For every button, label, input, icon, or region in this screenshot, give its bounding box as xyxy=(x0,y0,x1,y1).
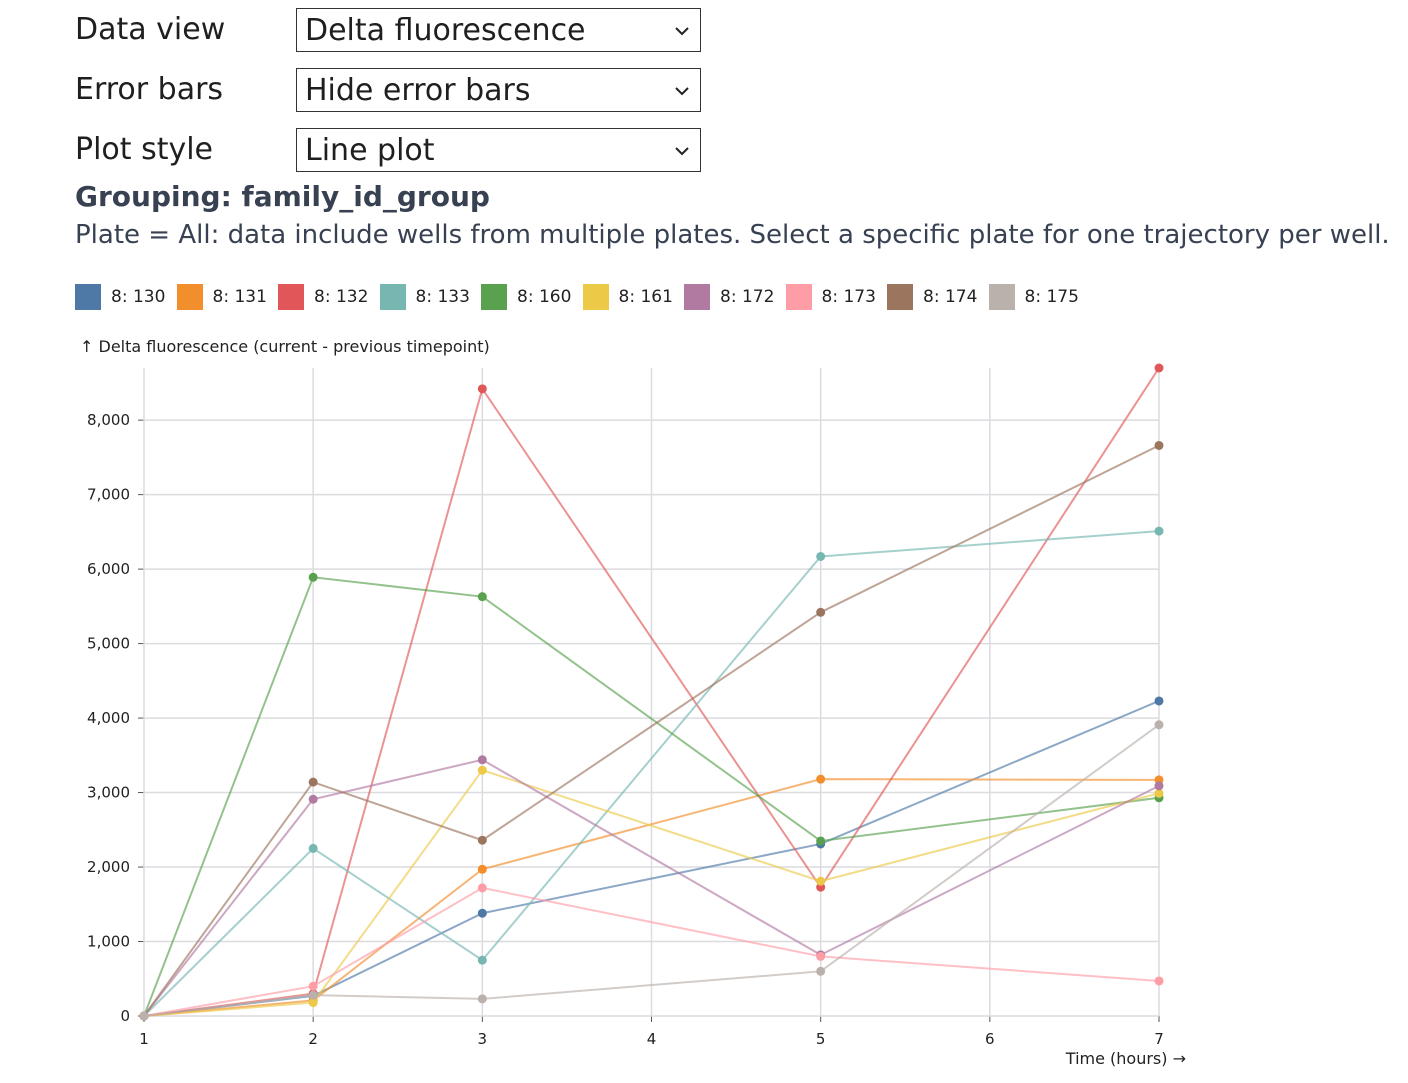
plot-style-row: Plot style Line plot xyxy=(75,128,715,174)
data-point xyxy=(308,572,318,582)
legend-label: 8: 172 xyxy=(720,287,775,307)
legend-label: 8: 173 xyxy=(821,287,876,307)
legend-label: 8: 130 xyxy=(111,287,166,307)
series-8-175 xyxy=(139,720,1164,1021)
error-bars-label: Error bars xyxy=(75,72,224,107)
legend-label: 8: 132 xyxy=(314,287,369,307)
legend-swatch xyxy=(684,284,710,310)
legend-label: 8: 161 xyxy=(618,287,673,307)
data-view-value: Delta fluorescence xyxy=(305,13,586,48)
x-tick-label: 4 xyxy=(647,1030,657,1048)
data-point xyxy=(816,551,826,561)
legend-swatch xyxy=(582,284,609,310)
data-point xyxy=(477,765,487,775)
plate-note: Plate = All: data include wells from mul… xyxy=(75,220,1390,250)
data-point xyxy=(816,836,826,846)
data-point xyxy=(477,864,487,874)
data-point xyxy=(1154,696,1164,706)
data-point xyxy=(816,607,826,617)
y-tick-label: 8,000 xyxy=(87,411,130,429)
x-axis-title: Time (hours) → xyxy=(1065,1049,1186,1068)
data-point xyxy=(308,794,318,804)
series-8-173 xyxy=(139,883,1164,1021)
data-point xyxy=(477,955,487,965)
line-chart: 0 1,000 2,000 3,000 4,000 5,000 6,000 7,000 8,00… xyxy=(80,337,1186,1068)
x-tick-label: 5 xyxy=(816,1030,826,1048)
legend-swatch xyxy=(785,284,812,310)
data-point xyxy=(308,981,318,991)
y-tick-label: 6,000 xyxy=(87,560,130,578)
plot-style-select[interactable]: Line plot xyxy=(296,128,701,172)
legend-swatch xyxy=(988,284,1015,310)
chevron-down-icon xyxy=(675,87,689,96)
data-point xyxy=(308,843,318,853)
legend-swatch xyxy=(176,284,203,310)
data-point xyxy=(477,994,487,1004)
data-point xyxy=(1154,440,1164,450)
chart-axes: 0 1,000 2,000 3,000 4,000 5,000 6,000 7,000 8,00… xyxy=(87,368,1164,1048)
grouping-heading: Grouping: family_id_group xyxy=(75,180,490,213)
data-point xyxy=(816,876,826,886)
legend-label: 8: 131 xyxy=(212,287,267,307)
error-bars-row: Error bars Hide error bars xyxy=(75,68,715,114)
legend-label: 8: 174 xyxy=(923,287,978,307)
data-view-select[interactable]: Delta fluorescence xyxy=(296,8,701,52)
data-point xyxy=(477,908,487,918)
data-view-label: Data view xyxy=(75,12,226,47)
data-view-row: Data view Delta fluorescence xyxy=(75,8,715,54)
chevron-down-icon xyxy=(675,147,689,156)
y-axis-title: ↑ Delta fluorescence (current - previous… xyxy=(80,337,490,356)
data-point xyxy=(308,990,318,1000)
legend-swatch xyxy=(887,284,913,310)
plot-style-value: Line plot xyxy=(305,133,435,168)
data-point xyxy=(1154,788,1164,798)
y-tick-label: 4,000 xyxy=(87,709,130,727)
data-point xyxy=(477,835,487,845)
x-tick-label: 1 xyxy=(139,1030,149,1048)
x-tick-label: 6 xyxy=(985,1030,995,1048)
legend-swatch xyxy=(278,284,304,310)
legend-swatch xyxy=(379,284,406,310)
chevron-down-icon xyxy=(675,27,689,36)
data-point xyxy=(1154,526,1164,536)
legend-swatch xyxy=(75,284,101,310)
data-point xyxy=(816,774,826,784)
legend-label: 8: 133 xyxy=(415,287,470,307)
x-tick-label: 2 xyxy=(308,1030,318,1048)
chart-grid xyxy=(144,368,1160,1016)
y-tick-label: 7,000 xyxy=(87,486,130,504)
y-tick-label: 3,000 xyxy=(87,784,130,802)
data-point xyxy=(308,777,318,787)
data-point xyxy=(477,384,487,394)
data-point xyxy=(139,1011,149,1021)
y-tick-label: 0 xyxy=(120,1007,130,1025)
y-tick-label: 2,000 xyxy=(87,858,130,876)
data-point xyxy=(308,998,318,1008)
data-point xyxy=(1154,781,1164,791)
data-point xyxy=(816,951,826,961)
data-point xyxy=(1154,976,1164,986)
x-tick-label: 3 xyxy=(478,1030,488,1048)
data-point xyxy=(816,966,826,976)
legend-label: 8: 160 xyxy=(517,287,572,307)
error-bars-value: Hide error bars xyxy=(305,73,531,108)
y-tick-label: 5,000 xyxy=(87,635,130,653)
x-tick-label: 7 xyxy=(1154,1030,1164,1048)
data-point xyxy=(477,755,487,765)
data-point xyxy=(477,883,487,893)
legend-label: 8: 175 xyxy=(1024,287,1079,307)
chart-series xyxy=(139,363,1164,1021)
legend-swatch xyxy=(481,284,507,310)
error-bars-select[interactable]: Hide error bars xyxy=(296,68,701,112)
plot-style-label: Plot style xyxy=(75,132,214,167)
data-point xyxy=(1154,363,1164,373)
data-point xyxy=(1154,720,1164,730)
data-point xyxy=(477,592,487,602)
y-tick-label: 1,000 xyxy=(87,933,130,951)
